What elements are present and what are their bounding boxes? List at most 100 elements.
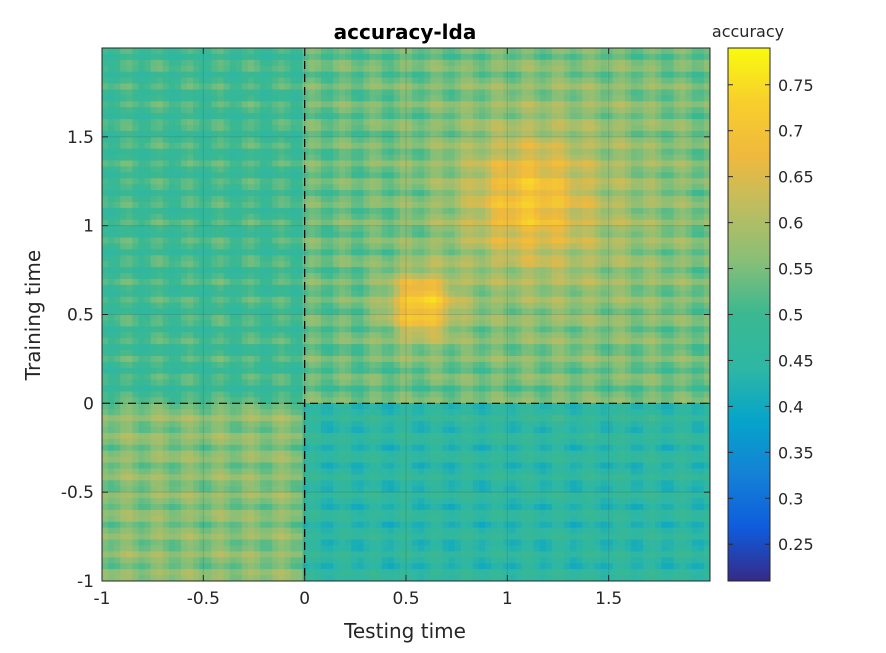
heatmap-cell — [144, 154, 152, 162]
heatmap-cell — [624, 278, 632, 286]
heatmap-cell — [290, 130, 298, 138]
heatmap-cell — [539, 119, 547, 126]
heatmap-cell — [108, 237, 115, 245]
heatmap-cell — [503, 101, 510, 108]
heatmap-cell — [156, 154, 164, 162]
heatmap-cell — [576, 184, 583, 191]
heatmap-cell — [314, 225, 322, 233]
heatmap-cell — [685, 124, 693, 132]
heatmap-cell — [217, 243, 225, 250]
heatmap-cell — [326, 338, 334, 345]
heatmap-cell — [223, 249, 231, 256]
heatmap-cell — [533, 273, 541, 280]
heatmap-cell — [703, 296, 710, 304]
heatmap-cell — [478, 255, 486, 262]
heatmap-cell — [412, 172, 419, 179]
heatmap-cell — [290, 302, 298, 310]
heatmap-cell — [162, 71, 170, 79]
heatmap-cell — [697, 213, 705, 221]
heatmap-cell — [199, 231, 206, 239]
heatmap-cell — [108, 255, 115, 262]
heatmap-cell — [527, 95, 535, 102]
heatmap-cell — [308, 231, 316, 239]
heatmap-cell — [485, 243, 492, 250]
heatmap-cell — [667, 296, 675, 304]
heatmap-cell — [399, 89, 407, 96]
heatmap-cell — [697, 314, 705, 322]
heatmap-cell — [375, 308, 383, 316]
heatmap-cell — [697, 201, 705, 209]
heatmap-cell — [691, 71, 699, 79]
heatmap-cell — [509, 154, 517, 162]
heatmap-cell — [375, 154, 383, 162]
heatmap-cell — [272, 284, 279, 292]
heatmap-cell — [247, 53, 255, 61]
heatmap-cell — [144, 113, 152, 120]
heatmap-cell — [302, 95, 310, 102]
heatmap-cell — [272, 290, 279, 298]
heatmap-cell — [132, 142, 140, 150]
heatmap-cell — [381, 107, 389, 114]
heatmap-cell — [296, 225, 304, 233]
heatmap-cell — [558, 71, 565, 79]
heatmap-cell — [643, 196, 650, 203]
heatmap-cell — [138, 326, 146, 333]
heatmap-cell — [302, 107, 310, 114]
heatmap-cell — [229, 267, 237, 274]
heatmap-cell — [667, 136, 675, 144]
heatmap-cell — [673, 225, 681, 233]
heatmap-cell — [515, 119, 523, 126]
heatmap-cell — [412, 95, 419, 102]
heatmap-cell — [369, 95, 377, 102]
heatmap-cell — [223, 107, 231, 114]
heatmap-cell — [144, 53, 152, 61]
heatmap-cell — [260, 320, 267, 327]
heatmap-cell — [503, 83, 510, 91]
heatmap-cell — [515, 207, 523, 215]
heatmap-cell — [637, 273, 644, 280]
heatmap-cell — [296, 207, 304, 215]
heatmap-cell — [266, 71, 273, 79]
heatmap-cell — [491, 119, 498, 126]
heatmap-cell — [448, 184, 456, 191]
heatmap-cell — [247, 113, 255, 120]
heatmap-cell — [108, 243, 115, 250]
heatmap-cell — [290, 243, 298, 250]
heatmap-cell — [472, 290, 480, 298]
heatmap-cell — [150, 48, 158, 55]
heatmap-cell — [406, 65, 413, 73]
heatmap-cell — [120, 255, 127, 262]
heatmap-cell — [418, 65, 425, 73]
heatmap-cell — [703, 101, 710, 108]
heatmap-cell — [485, 308, 492, 316]
heatmap-cell — [150, 338, 158, 345]
heatmap-cell — [120, 107, 127, 114]
heatmap-cell — [381, 296, 389, 304]
heatmap-cell — [156, 261, 164, 268]
heatmap-cell — [150, 154, 158, 162]
heatmap-cell — [673, 302, 681, 310]
heatmap-cell — [594, 71, 602, 79]
heatmap-cell — [126, 77, 133, 85]
heatmap-cell — [278, 113, 285, 120]
heatmap-cell — [466, 95, 474, 102]
heatmap-cell — [588, 273, 596, 280]
heatmap-cell — [606, 89, 614, 96]
heatmap-cell — [558, 107, 565, 114]
heatmap-cell — [643, 190, 650, 197]
heatmap-cell — [570, 196, 577, 203]
heatmap-cell — [649, 207, 656, 215]
heatmap-cell — [612, 207, 620, 215]
heatmap-cell — [582, 95, 589, 102]
heatmap-cell — [691, 237, 699, 245]
heatmap-cell — [630, 231, 638, 239]
heatmap-cell — [181, 136, 188, 144]
heatmap-cell — [527, 172, 535, 179]
heatmap-cell — [685, 83, 693, 91]
heatmap-cell — [108, 124, 115, 132]
heatmap-cell — [576, 154, 583, 162]
heatmap-cell — [460, 190, 468, 197]
heatmap-cell — [491, 314, 498, 322]
heatmap-cell — [363, 59, 371, 67]
heatmap-cell — [241, 201, 249, 209]
